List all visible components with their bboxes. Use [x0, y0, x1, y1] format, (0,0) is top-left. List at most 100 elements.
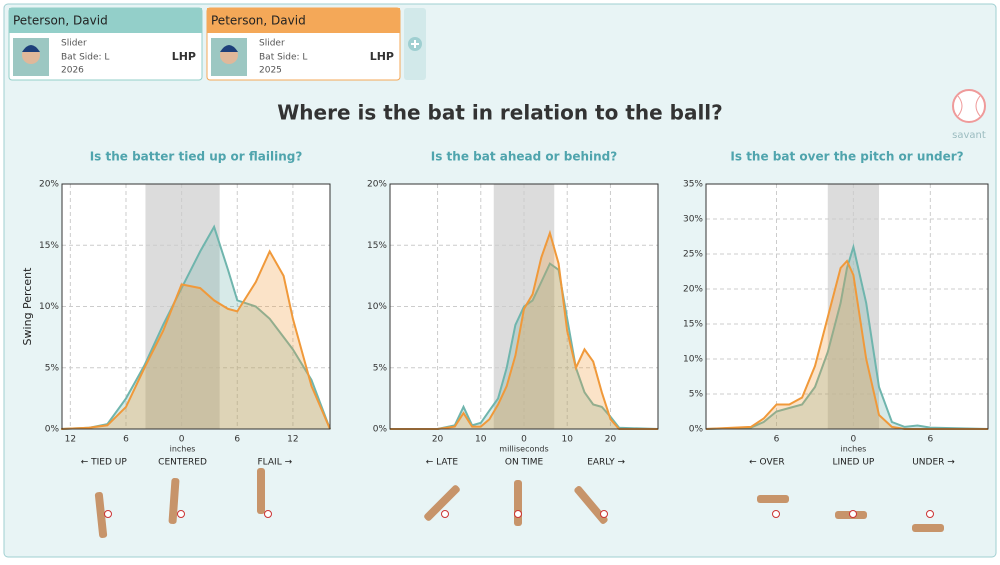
y-tick-label: 10% [367, 302, 387, 312]
card-header [207, 8, 400, 33]
bat [912, 524, 944, 532]
headshot-cap [22, 45, 40, 52]
y-tick-label: 10% [39, 302, 59, 312]
y-tick-label: 15% [367, 241, 387, 251]
bat [257, 468, 265, 514]
y-tick-label: 5% [45, 363, 60, 373]
bat-side: Bat Side: L [61, 53, 109, 63]
density-line [390, 262, 659, 430]
bat [574, 486, 608, 524]
x-tick-label: 10 [475, 435, 487, 445]
logo-text: savant [952, 130, 986, 141]
year: 2026 [61, 66, 84, 76]
y-tick-label: 5% [689, 390, 704, 400]
x-tick-label: 6 [774, 435, 780, 445]
hand: LHP [370, 50, 394, 63]
y-tick-label: 0% [689, 425, 704, 435]
density-fill [61, 226, 331, 429]
zone-label: ON TIME [505, 458, 544, 468]
density-fill [706, 261, 988, 429]
y-tick-label: 30% [683, 215, 703, 225]
x-axis-label: inches [840, 445, 866, 454]
density-fill [390, 263, 658, 429]
x-axis-label: milliseconds [499, 445, 548, 454]
density-line [61, 249, 331, 430]
ball [772, 510, 780, 518]
chart-subtitle: Is the batter tied up or flailing? [90, 150, 303, 164]
zone-label: EARLY → [587, 458, 625, 468]
x-tick-label: 12 [65, 435, 76, 445]
pitch-type: Slider [259, 39, 285, 49]
hand: LHP [172, 50, 196, 63]
y-tick-label: 35% [683, 180, 703, 190]
ball [264, 510, 272, 518]
x-tick-label: 6 [234, 435, 240, 445]
y-tick-label: 10% [683, 355, 703, 365]
density-line [390, 229, 658, 430]
bat-side: Bat Side: L [259, 53, 307, 63]
density-line [61, 224, 331, 430]
zone-label: CENTERED [158, 458, 207, 468]
plot-frame [389, 183, 659, 430]
ball [514, 510, 522, 518]
bat [424, 485, 460, 521]
plot-frame [705, 183, 989, 430]
zone-label: ← TIED UP [81, 458, 128, 468]
y-axis-label: Swing Percent [21, 267, 34, 346]
card-header [9, 8, 202, 33]
zone-label: ← OVER [749, 458, 784, 468]
zone-label: ← LATE [426, 458, 459, 468]
player-name: Peterson, David [13, 14, 108, 28]
ball [926, 510, 934, 518]
bat [757, 495, 789, 503]
y-tick-label: 20% [39, 180, 59, 190]
pitch-type: Slider [61, 39, 87, 49]
y-tick-label: 5% [373, 363, 388, 373]
x-tick-label: 20 [432, 435, 444, 445]
ball [104, 510, 112, 518]
ball [441, 510, 449, 518]
headshot-cap [220, 45, 238, 52]
y-tick-label: 15% [683, 320, 703, 330]
year: 2025 [259, 66, 282, 76]
density-line [705, 243, 989, 430]
x-tick-label: 0 [521, 435, 527, 445]
zone-label: LINED UP [832, 458, 874, 468]
player-name: Peterson, David [211, 14, 306, 28]
x-tick-label: 20 [605, 435, 617, 445]
bat [94, 492, 108, 538]
y-tick-label: 20% [367, 180, 387, 190]
zone-label: UNDER → [912, 458, 955, 468]
x-axis-label: inches [170, 445, 196, 454]
x-tick-label: 6 [123, 435, 129, 445]
bat [168, 477, 180, 525]
logo-seams [957, 95, 981, 117]
x-tick-label: 0 [179, 435, 185, 445]
page-title: Where is the bat in relation to the ball… [277, 101, 723, 125]
plot-frame [61, 183, 331, 430]
y-tick-label: 0% [45, 425, 60, 435]
chart-subtitle: Is the bat ahead or behind? [431, 150, 617, 164]
y-tick-label: 25% [683, 250, 703, 260]
zone-label: FLAIL → [258, 458, 293, 468]
y-tick-label: 0% [373, 425, 388, 435]
density-fill [706, 247, 988, 429]
logo-icon [952, 89, 986, 123]
ball [600, 510, 608, 518]
x-tick-label: 12 [287, 435, 298, 445]
bat [514, 480, 522, 526]
x-tick-label: 10 [561, 435, 573, 445]
cards: Peterson, David Slider Bat Side: L 2026 LHP P… [8, 7, 401, 81]
density-fill [61, 251, 331, 429]
add-plus [411, 40, 419, 48]
y-tick-label: 20% [683, 285, 703, 295]
x-tick-label: 0 [851, 435, 857, 445]
density-fill [390, 233, 658, 429]
y-tick-label: 15% [39, 241, 59, 251]
chart-subtitle: Is the bat over the pitch or under? [730, 150, 963, 164]
bat-illustrations [94, 468, 944, 538]
ball [177, 510, 185, 518]
ball [849, 510, 857, 518]
